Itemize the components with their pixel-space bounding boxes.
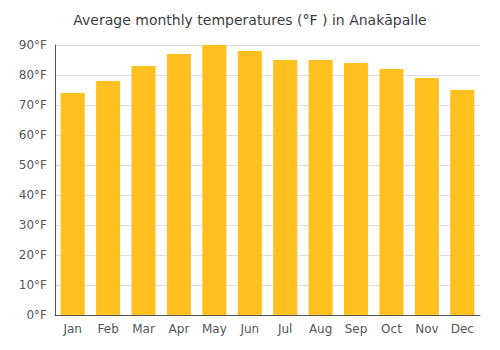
svg-text:Jan: Jan <box>62 322 82 336</box>
svg-text:Mar: Mar <box>132 322 155 336</box>
svg-text:Aug: Aug <box>309 322 332 336</box>
svg-text:40°F: 40°F <box>19 188 47 202</box>
svg-text:70°F: 70°F <box>19 98 47 112</box>
svg-text:Nov: Nov <box>415 322 438 336</box>
svg-text:Apr: Apr <box>169 322 190 336</box>
svg-text:20°F: 20°F <box>19 248 47 262</box>
svg-text:May: May <box>202 322 227 336</box>
svg-text:80°F: 80°F <box>19 68 47 82</box>
svg-text:Jul: Jul <box>277 322 292 336</box>
svg-text:50°F: 50°F <box>19 158 47 172</box>
svg-text:90°F: 90°F <box>19 38 47 52</box>
svg-text:Feb: Feb <box>98 322 119 336</box>
svg-text:Average monthly temperatures (: Average monthly temperatures (°F ) in An… <box>73 12 426 28</box>
svg-text:10°F: 10°F <box>19 278 47 292</box>
svg-text:30°F: 30°F <box>19 218 47 232</box>
svg-text:Jun: Jun <box>239 322 259 336</box>
svg-text:Oct: Oct <box>381 322 402 336</box>
svg-text:0°F: 0°F <box>26 308 47 322</box>
svg-text:Dec: Dec <box>451 322 474 336</box>
svg-text:Sep: Sep <box>345 322 368 336</box>
svg-text:60°F: 60°F <box>19 128 47 142</box>
